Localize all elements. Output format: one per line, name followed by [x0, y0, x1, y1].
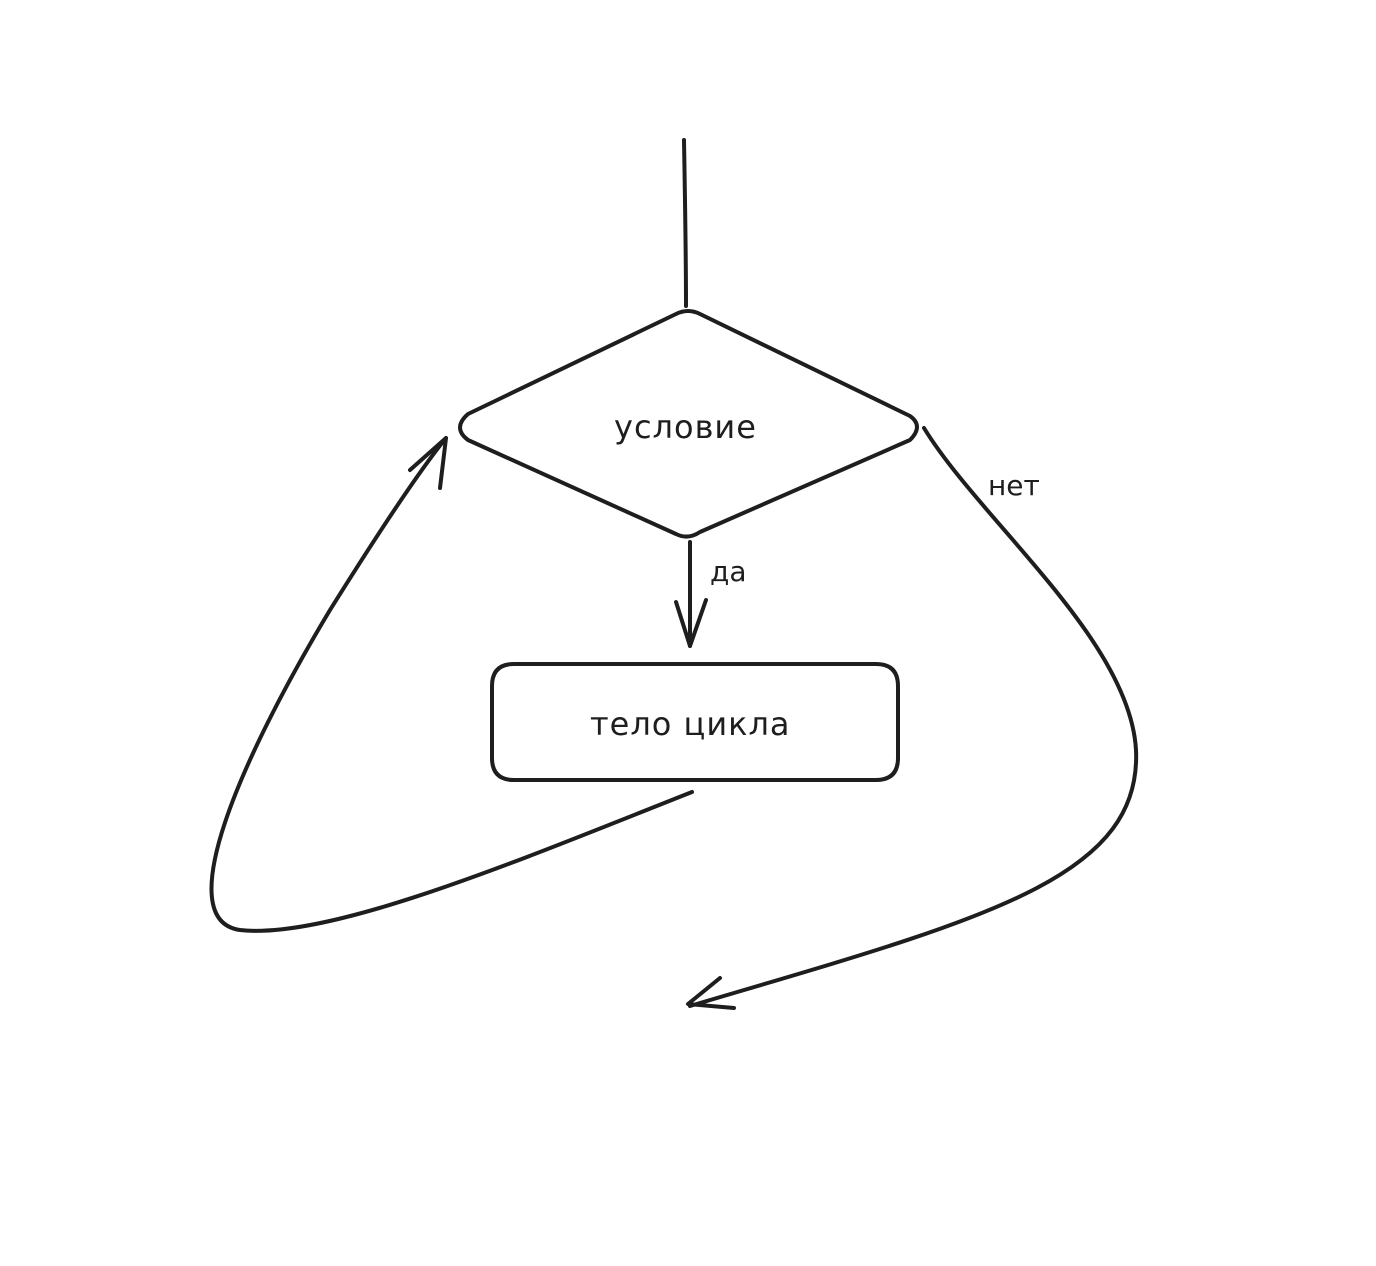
no-edge: [688, 426, 1139, 1008]
no-edge-label: нет: [988, 469, 1040, 502]
yes-edge-arrowhead: [674, 598, 708, 648]
loop-back-edge-arrowhead: [408, 436, 448, 490]
no-edge-arrowhead: [686, 976, 736, 1010]
loop-back-edge: [209, 436, 694, 933]
condition-node-shape: [458, 309, 919, 539]
condition-node-label: условие: [614, 408, 757, 446]
body-node-label: тело цикла: [590, 705, 791, 743]
body-node-shape: [490, 662, 900, 782]
entry-edge: [682, 138, 688, 308]
yes-edge-label: да: [710, 555, 747, 588]
